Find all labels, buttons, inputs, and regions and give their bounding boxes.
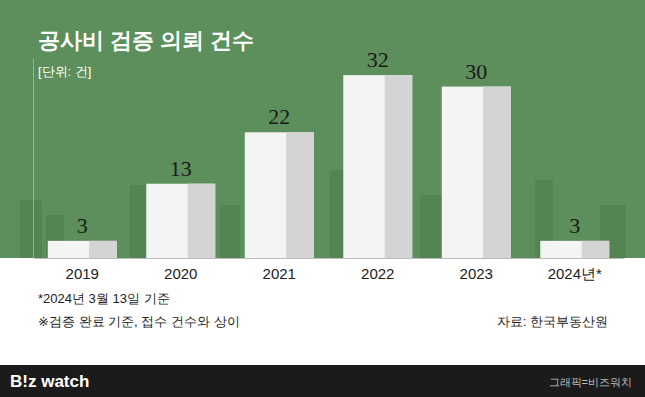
annotation: *2024년 3월 13일 기준 [38, 291, 170, 306]
building [220, 205, 240, 258]
data-label: 13 [170, 156, 192, 181]
x-tick: 2019 [66, 258, 99, 282]
building [420, 195, 442, 258]
data-label: 30 [465, 59, 487, 84]
x-tick: 2021 [263, 258, 296, 282]
x-tick: 2023 [460, 258, 493, 282]
x-tick-label: 2022 [361, 265, 394, 282]
subtitle: [단위: 건] [38, 64, 91, 79]
background [0, 0, 645, 258]
credit: 그래픽=비즈워치 [549, 376, 632, 388]
bar-side [385, 75, 413, 258]
x-tick-label: 2023 [460, 265, 493, 282]
annotation: ※검증 완료 기준, 접수 건수와 상이 [38, 314, 240, 329]
data-label: 3 [77, 213, 88, 238]
bar [442, 87, 511, 258]
x-tick: 2020 [164, 258, 197, 282]
footer-band [0, 365, 645, 397]
bar [146, 184, 215, 258]
bar-side [582, 241, 610, 258]
source: 자료: 한국부동산원 [497, 314, 608, 329]
bar [245, 132, 314, 258]
ground-band [0, 258, 645, 365]
x-tick-label: 2021 [263, 265, 296, 282]
data-label: 3 [569, 213, 580, 238]
skyline [20, 170, 626, 258]
title: 공사비 검증 의뢰 건수 [38, 28, 254, 53]
bar [343, 75, 412, 258]
logo: B!z watch [10, 372, 89, 391]
bar-side [483, 87, 511, 258]
building [130, 185, 146, 258]
bar-side [89, 241, 117, 258]
bar [540, 241, 609, 258]
x-tick: 2022 [361, 258, 394, 282]
x-tick: 2024년* [548, 258, 602, 282]
bar [48, 241, 117, 258]
chart-svg: 공사비 검증 의뢰 건수 [단위: 건] 3 13 22 32 30 3 2019 2020 202… [0, 0, 645, 397]
plot-area [48, 75, 609, 258]
x-axis: 2019 2020 2021 2022 2023 2024년* [34, 258, 625, 282]
x-tick-label: 2024년* [548, 265, 602, 282]
data-label: 22 [268, 104, 290, 129]
x-axis-line [34, 258, 625, 259]
y-axis [33, 59, 34, 259]
data-label: 32 [367, 47, 389, 72]
x-tick-label: 2019 [66, 265, 99, 282]
bar-side [188, 184, 216, 258]
building [20, 200, 42, 258]
x-tick-label: 2020 [164, 265, 197, 282]
y-axis-line [33, 59, 34, 259]
bar-side [286, 132, 314, 258]
